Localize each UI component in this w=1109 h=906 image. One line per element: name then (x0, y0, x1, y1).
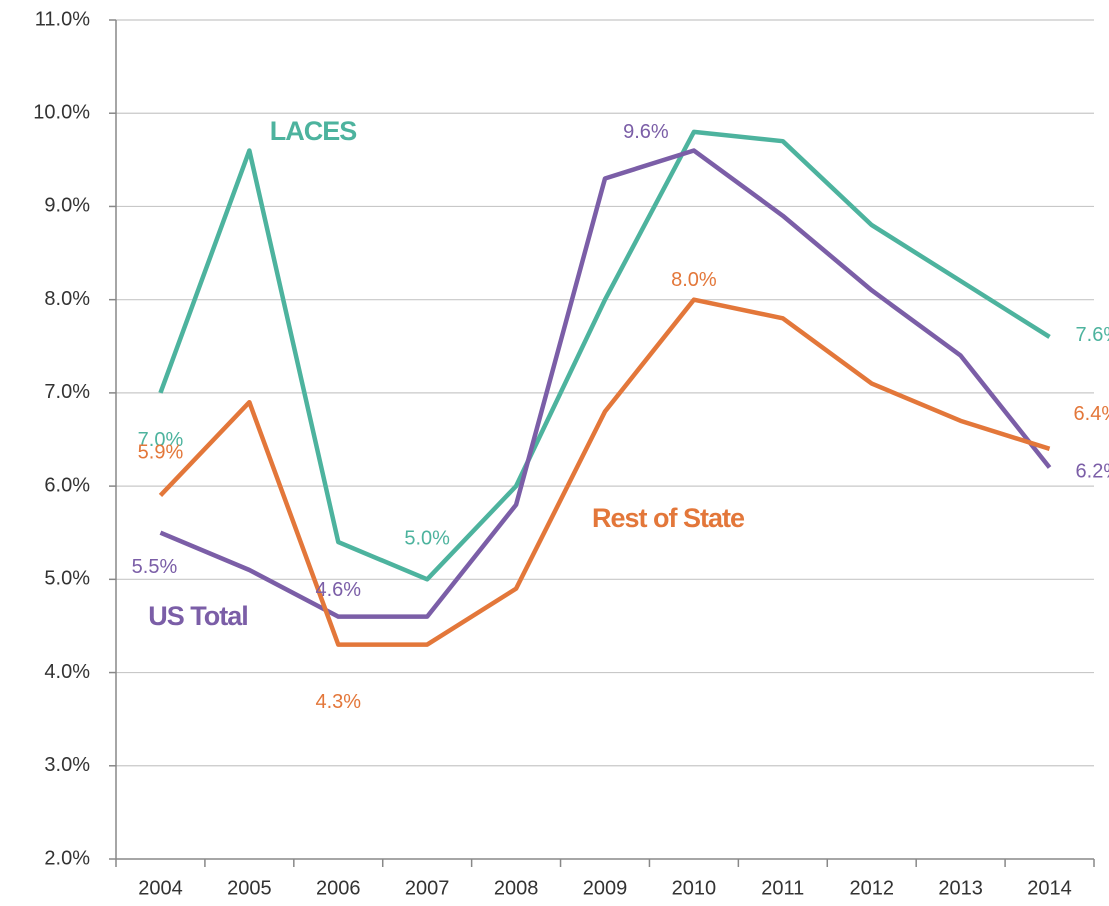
series-name: Rest of State (592, 503, 745, 533)
y-tick-label: 8.0% (44, 288, 90, 310)
y-tick-label: 5.0% (44, 568, 90, 590)
series-line (158, 297, 1051, 647)
x-tick-label: 2006 (316, 877, 361, 899)
series-name: US Total (148, 601, 248, 631)
y-tick-label: 3.0% (44, 754, 90, 776)
data-label: 5.9% (138, 442, 184, 464)
data-label: 7.6% (1076, 324, 1109, 346)
x-tick-label: 2008 (494, 877, 539, 899)
series-name: LACES (270, 116, 357, 146)
series-line (159, 148, 1052, 619)
data-label: 8.0% (671, 269, 717, 291)
data-label: 5.0% (404, 528, 450, 550)
x-tick-label: 2012 (849, 877, 894, 899)
y-tick-label: 6.0% (44, 474, 90, 496)
x-tick-label: 2009 (583, 877, 628, 899)
y-tick-label: 9.0% (44, 195, 90, 217)
data-label: 9.6% (623, 121, 669, 143)
y-tick-label: 4.0% (44, 661, 90, 683)
x-tick-label: 2010 (672, 877, 717, 899)
y-tick-label: 2.0% (44, 847, 90, 869)
data-label: 4.6% (315, 579, 361, 601)
x-tick-label: 2014 (1027, 877, 1072, 899)
series-line (158, 129, 1051, 582)
x-tick-label: 2007 (405, 877, 450, 899)
data-label: 6.4% (1074, 403, 1109, 425)
x-tick-label: 2004 (138, 877, 183, 899)
y-tick-label: 10.0% (33, 102, 90, 124)
data-label: 5.5% (132, 556, 178, 578)
data-label: 6.2% (1076, 461, 1109, 483)
x-tick-label: 2011 (761, 877, 804, 899)
data-label: 4.3% (315, 691, 361, 713)
y-tick-label: 7.0% (44, 381, 90, 403)
x-tick-label: 2005 (227, 877, 272, 899)
data-label: 7.0% (138, 429, 184, 451)
x-tick-label: 2013 (938, 877, 983, 899)
y-tick-label: 11.0% (35, 8, 90, 30)
